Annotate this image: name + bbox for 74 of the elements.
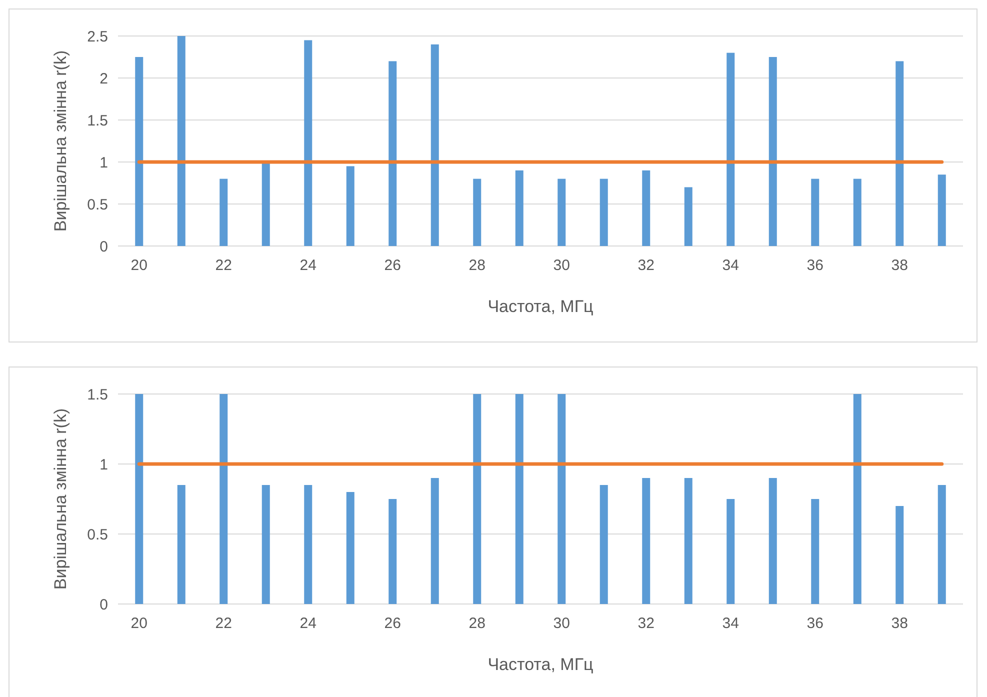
bar (135, 57, 144, 246)
bar (473, 394, 482, 604)
y-tick-label: 1 (100, 456, 108, 474)
y-tick-label: 0 (100, 238, 108, 256)
x-tick-label: 28 (468, 257, 486, 274)
y-axis-title: Вирішальна змінна r(k) (50, 50, 70, 232)
bar (388, 61, 397, 246)
bar (938, 485, 946, 604)
bar (600, 178, 608, 246)
x-tick-label: 24 (300, 257, 316, 274)
bar (177, 485, 186, 604)
bar (304, 485, 312, 604)
bar (726, 499, 735, 604)
bar (642, 170, 650, 246)
bar (304, 40, 312, 246)
bar (388, 499, 397, 604)
x-tick-label: 32 (638, 257, 654, 274)
x-tick-label: 30 (553, 257, 570, 274)
bar (896, 61, 904, 246)
bar (430, 44, 439, 246)
bar (262, 162, 270, 246)
x-tick-label: 30 (553, 615, 570, 632)
bar (726, 52, 735, 246)
x-tick-label: 26 (384, 257, 401, 274)
bar (600, 485, 608, 604)
bar (220, 178, 228, 246)
x-tick-label: 34 (722, 257, 739, 274)
bar (896, 506, 904, 604)
y-axis-title: Вирішальна змінна r(k) (50, 408, 70, 590)
bar (768, 478, 777, 604)
x-tick-label: 38 (891, 257, 908, 274)
bar (684, 187, 692, 246)
bar (515, 394, 524, 604)
bar (262, 485, 270, 604)
bar (811, 178, 820, 246)
x-tick-label: 32 (638, 615, 654, 632)
bar (558, 178, 566, 246)
bar (684, 478, 692, 604)
x-tick-label: 22 (215, 257, 232, 274)
x-tick-label: 28 (468, 615, 486, 632)
x-tick-label: 24 (300, 615, 316, 632)
bar (853, 394, 862, 604)
bar (473, 178, 482, 246)
bar (177, 36, 186, 246)
y-tick-label: 1 (100, 154, 108, 172)
bar (220, 394, 228, 604)
y-tick-label: 0.5 (87, 526, 108, 544)
x-tick-label: 20 (130, 615, 148, 632)
bar (346, 492, 354, 604)
x-tick-label: 22 (215, 615, 232, 632)
x-tick-label: 34 (722, 615, 739, 632)
bar (768, 57, 777, 246)
y-tick-label: 2 (100, 70, 108, 88)
y-tick-label: 0 (100, 596, 108, 614)
y-tick-label: 0.5 (87, 196, 108, 214)
x-tick-label: 26 (384, 615, 401, 632)
x-axis-title: Частота, МГц (488, 297, 594, 316)
bar (853, 178, 862, 246)
bar (515, 170, 524, 246)
y-tick-label: 2.5 (87, 28, 108, 46)
bar (938, 174, 946, 246)
bar (558, 394, 566, 604)
bar (135, 394, 144, 604)
bar (430, 478, 439, 604)
x-tick-label: 36 (806, 615, 824, 632)
bar (346, 166, 354, 246)
x-tick-label: 36 (806, 257, 824, 274)
bar (642, 478, 650, 604)
bar (811, 499, 820, 604)
x-axis-title: Частота, МГц (488, 655, 594, 674)
y-tick-label: 1.5 (87, 112, 108, 130)
x-tick-label: 38 (891, 615, 908, 632)
x-tick-label: 20 (130, 257, 148, 274)
y-tick-label: 1.5 (87, 386, 108, 404)
